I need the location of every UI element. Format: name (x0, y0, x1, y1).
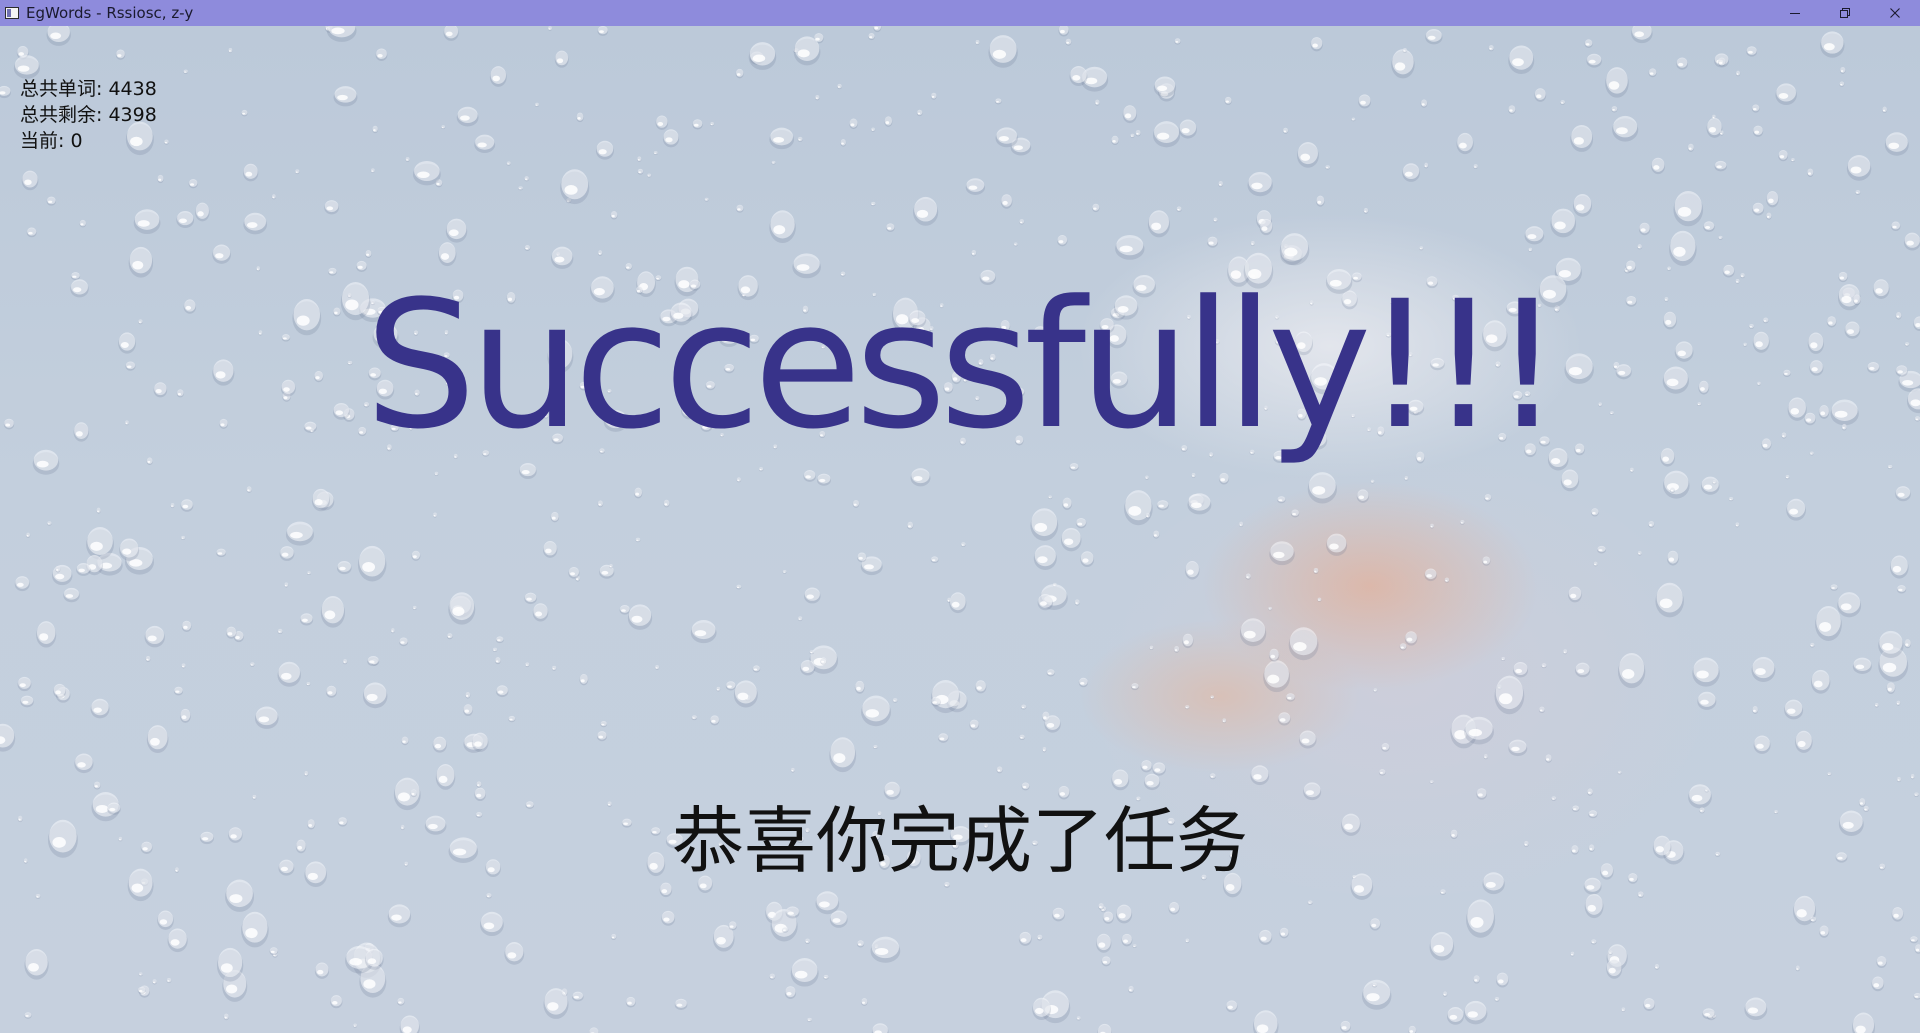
success-headline: Successfully!!! (364, 263, 1563, 468)
minimize-icon (1790, 13, 1800, 14)
current-index-label: 当前: 0 (20, 130, 83, 152)
window-title: EgWords - Rssiosc, z-y (26, 4, 194, 22)
total-remaining-label: 总共剩余: 4398 (20, 104, 157, 126)
app-background: 总共单词: 4438 总共剩余: 4398 当前: 0 Successfully… (0, 26, 1920, 1033)
restore-icon (1840, 8, 1850, 18)
minimize-button[interactable] (1770, 0, 1820, 26)
total-words-label: 总共单词: 4438 (20, 78, 157, 100)
close-button[interactable] (1870, 0, 1920, 26)
close-icon (1890, 8, 1900, 18)
completion-message: 恭喜你完成了任务 (671, 799, 1248, 883)
window-controls (1770, 0, 1920, 26)
app-icon (5, 7, 19, 19)
stats-panel: 总共单词: 4438 总共剩余: 4398 当前: 0 (20, 76, 157, 154)
restore-button[interactable] (1820, 0, 1870, 26)
title-bar[interactable]: EgWords - Rssiosc, z-y (0, 0, 1920, 26)
